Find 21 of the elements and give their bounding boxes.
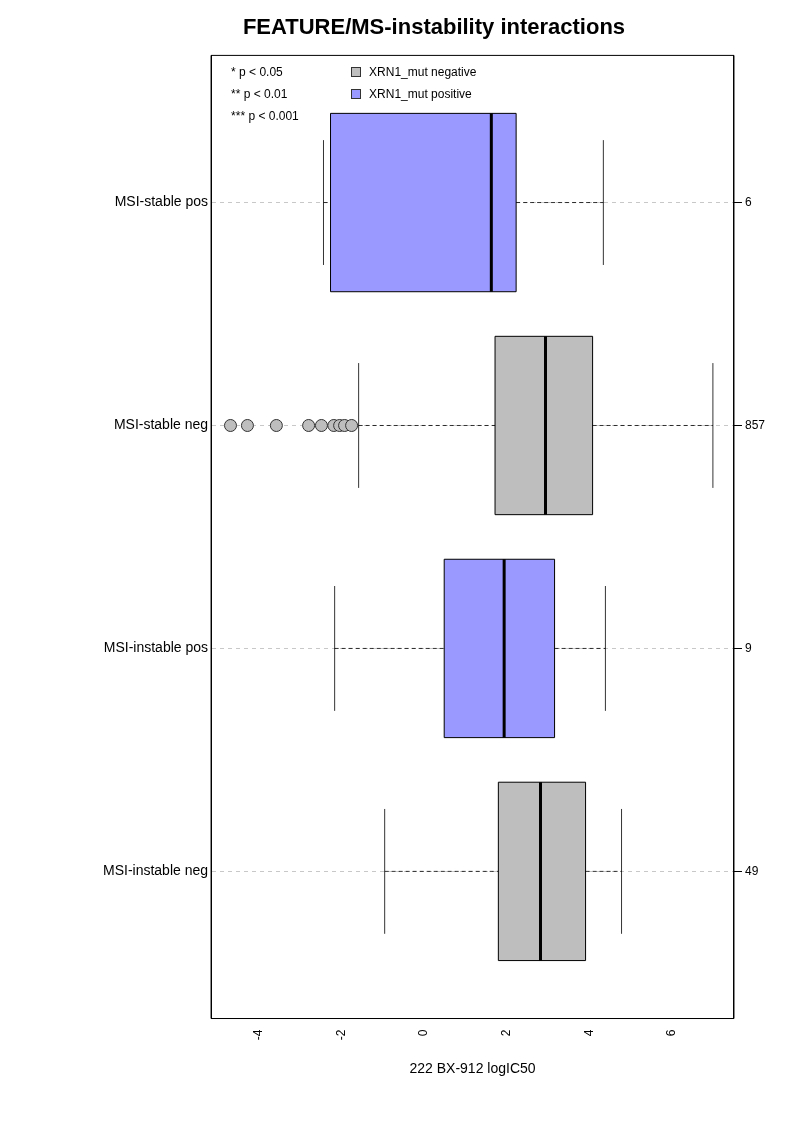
chart-title: FEATURE/MS-instability interactions — [242, 14, 626, 40]
annotation: *** p < 0.001 — [231, 108, 300, 123]
y-tick-label: MSI-instable neg — [102, 862, 209, 879]
legend-label: XRN1_mut negative — [369, 65, 477, 80]
annotation: ** p < 0.01 — [231, 86, 288, 101]
y2-tick-label: 49 — [744, 863, 759, 878]
y-tick-label: MSI-stable neg — [113, 416, 209, 433]
x-tick-label: -2 — [333, 1029, 348, 1041]
x-tick-label: 4 — [581, 1029, 596, 1037]
legend-label: XRN1_mut positive — [369, 87, 472, 102]
y-tick-label: MSI-stable pos — [114, 193, 209, 210]
x-tick-label: 0 — [416, 1029, 431, 1037]
y-tick-label: MSI-instable pos — [103, 639, 209, 656]
x-tick-label: 2 — [498, 1029, 513, 1037]
x-tick-label: -4 — [250, 1029, 265, 1041]
annotation: * p < 0.05 — [231, 64, 284, 79]
y2-tick-label: 9 — [744, 640, 752, 655]
x-tick-label: 6 — [664, 1029, 679, 1037]
y2-tick-label: 6 — [744, 194, 752, 209]
x-axis-title: 222 BX-912 logIC50 — [409, 1060, 536, 1077]
y2-tick-label: 857 — [744, 417, 766, 432]
